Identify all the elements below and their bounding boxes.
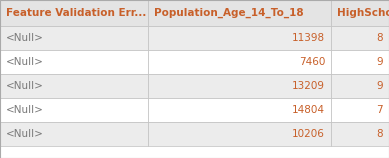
Text: 13209: 13209 — [292, 81, 325, 91]
Bar — [148, 98, 331, 122]
Text: 10206: 10206 — [292, 129, 325, 139]
Bar — [331, 74, 389, 98]
Text: 9: 9 — [377, 57, 383, 67]
Text: 7460: 7460 — [299, 57, 325, 67]
Bar — [148, 74, 331, 98]
Text: Population_Age_14_To_18: Population_Age_14_To_18 — [154, 8, 304, 18]
Bar — [331, 122, 389, 146]
Text: 11398: 11398 — [292, 33, 325, 43]
Bar — [331, 50, 389, 74]
Text: 7: 7 — [377, 105, 383, 115]
Text: <Null>: <Null> — [6, 57, 44, 67]
Bar — [148, 50, 331, 74]
Bar — [331, 98, 389, 122]
Bar — [331, 26, 389, 50]
Text: HighSchool_Count: HighSchool_Count — [337, 8, 389, 18]
Text: 9: 9 — [377, 81, 383, 91]
Bar — [148, 0, 331, 26]
Text: 14804: 14804 — [292, 105, 325, 115]
Bar — [0, 50, 148, 74]
Bar — [148, 122, 331, 146]
Text: Feature Validation Err...: Feature Validation Err... — [6, 8, 146, 18]
Bar — [331, 0, 389, 26]
Bar — [0, 26, 148, 50]
Bar — [0, 98, 148, 122]
Text: <Null>: <Null> — [6, 81, 44, 91]
Text: <Null>: <Null> — [6, 33, 44, 43]
Text: <Null>: <Null> — [6, 105, 44, 115]
Bar — [0, 74, 148, 98]
Text: 8: 8 — [377, 129, 383, 139]
Text: 8: 8 — [377, 33, 383, 43]
Bar — [0, 0, 148, 26]
Bar — [0, 122, 148, 146]
Bar — [148, 26, 331, 50]
Text: <Null>: <Null> — [6, 129, 44, 139]
